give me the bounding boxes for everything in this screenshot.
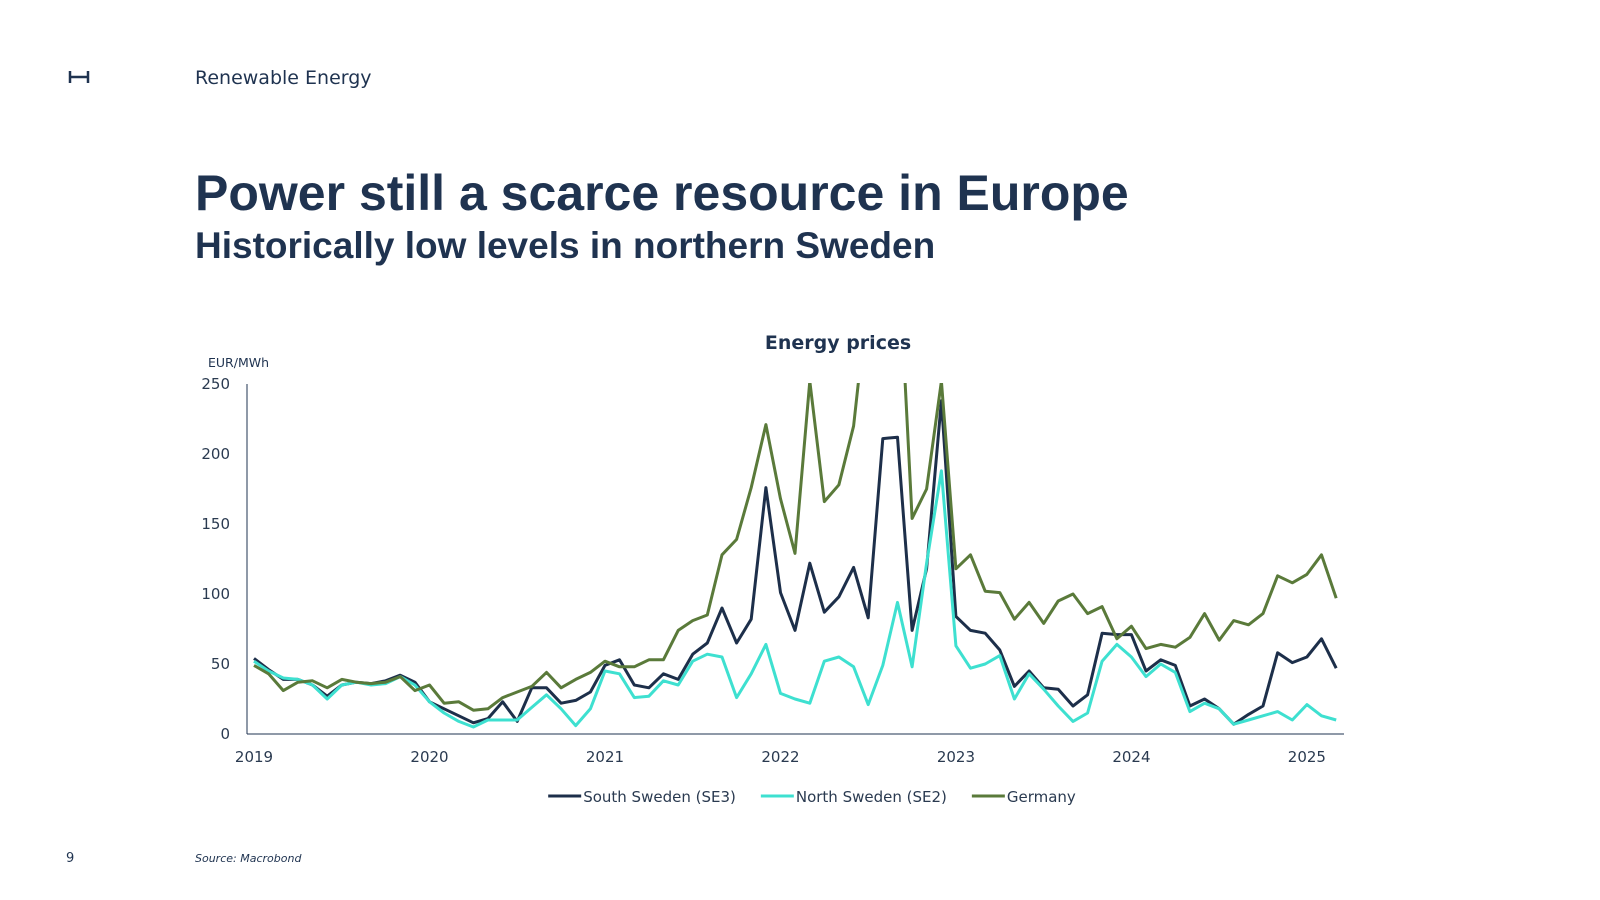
- chart-title: Energy prices: [765, 332, 911, 354]
- y-axis-label: EUR/MWh: [208, 355, 269, 370]
- slide-subtitle: Historically low levels in northern Swed…: [195, 225, 935, 266]
- plot-area: [253, 383, 1338, 712]
- legend-label: North Sweden (SE2): [796, 788, 947, 806]
- plot-area: [253, 469, 1337, 729]
- y-tick-label: 150: [201, 515, 230, 533]
- slide-title: Power still a scarce resource in Europe: [195, 165, 1129, 221]
- x-tick-label: 2024: [1112, 748, 1150, 766]
- x-tick-label: 2025: [1288, 748, 1326, 766]
- page-number: 9: [66, 851, 74, 866]
- series-line: [253, 469, 1337, 729]
- legend-label: Germany: [1007, 788, 1076, 806]
- source-note: Source: Macrobond: [195, 852, 302, 865]
- x-tick-label: 2019: [235, 748, 273, 766]
- section-label: Renewable Energy: [195, 67, 372, 89]
- y-tick-label: 200: [201, 445, 230, 463]
- plot-area: [253, 399, 1338, 726]
- y-tick-label: 250: [201, 375, 230, 393]
- series-line: [253, 399, 1338, 726]
- x-tick-label: 2022: [761, 748, 799, 766]
- x-tick-label: 2021: [586, 748, 624, 766]
- x-tick-label: 2023: [937, 748, 975, 766]
- logo: [68, 71, 90, 83]
- x-tick-label: 2020: [410, 748, 448, 766]
- y-tick-label: 0: [220, 725, 230, 743]
- y-tick-label: 50: [211, 655, 230, 673]
- y-tick-label: 100: [201, 585, 230, 603]
- legend-label: South Sweden (SE3): [583, 788, 736, 806]
- series-line: [253, 383, 1338, 712]
